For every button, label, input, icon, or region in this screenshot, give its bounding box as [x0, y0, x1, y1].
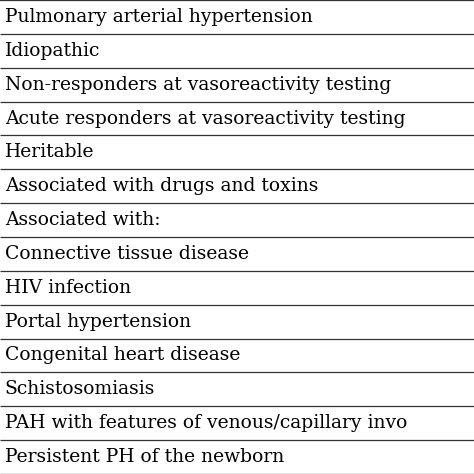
Text: Non-responders at vasoreactivity testing: Non-responders at vasoreactivity testing	[5, 76, 391, 94]
Text: Pulmonary arterial hypertension: Pulmonary arterial hypertension	[5, 8, 312, 26]
Text: Acute responders at vasoreactivity testing: Acute responders at vasoreactivity testi…	[5, 109, 405, 128]
Text: Associated with:: Associated with:	[5, 211, 160, 229]
Text: Associated with drugs and toxins: Associated with drugs and toxins	[5, 177, 318, 195]
Text: HIV infection: HIV infection	[5, 279, 131, 297]
Text: Congenital heart disease: Congenital heart disease	[5, 346, 240, 365]
Text: Idiopathic: Idiopathic	[5, 42, 100, 60]
Text: Heritable: Heritable	[5, 143, 94, 161]
Text: Connective tissue disease: Connective tissue disease	[5, 245, 249, 263]
Text: PAH with features of venous/capillary invo: PAH with features of venous/capillary in…	[5, 414, 407, 432]
Text: Portal hypertension: Portal hypertension	[5, 313, 191, 331]
Text: Schistosomiasis: Schistosomiasis	[5, 380, 155, 398]
Text: Persistent PH of the newborn: Persistent PH of the newborn	[5, 448, 284, 466]
